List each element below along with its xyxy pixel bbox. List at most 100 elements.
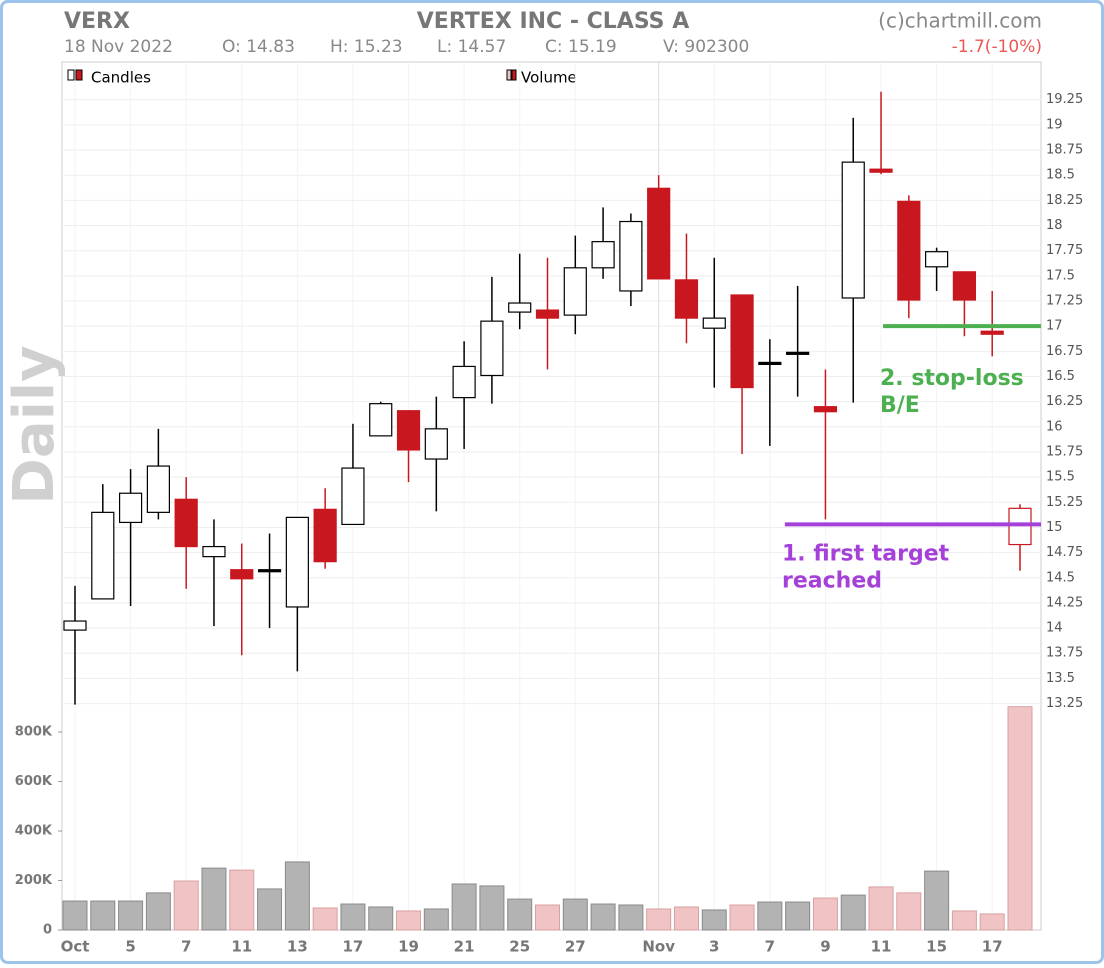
volume-bar — [673, 906, 699, 931]
candle-body — [341, 467, 365, 526]
volume-bar — [507, 898, 533, 931]
candle-body — [369, 403, 393, 437]
y-tick-label: 14.75 — [1046, 545, 1083, 560]
volume-bar — [145, 892, 171, 931]
x-tick-label: 17 — [982, 938, 1003, 956]
candle-body — [647, 187, 671, 280]
volume-bar — [479, 885, 505, 931]
volume-bar — [840, 894, 866, 931]
grid — [62, 62, 1041, 930]
x-tick-label: 17 — [343, 938, 364, 956]
x-tick-label: 13 — [287, 938, 308, 956]
ohlcv: C: 15.19 — [545, 37, 617, 57]
x-tick-label: 5 — [125, 938, 135, 956]
volume-bar — [729, 904, 755, 931]
x-tick-label: 27 — [565, 938, 586, 956]
ticker: VERX — [64, 9, 130, 34]
candle-body — [285, 516, 309, 608]
volume-bar — [368, 906, 394, 931]
volume-bar — [868, 886, 894, 931]
candle-body — [674, 279, 699, 319]
volume-bar — [396, 910, 422, 931]
x-tick-label: 7 — [181, 938, 191, 956]
y-tick-label: 13.25 — [1046, 696, 1083, 711]
x-tick-label: Nov — [642, 938, 675, 956]
y-tick-label: 15.25 — [1046, 495, 1083, 510]
legend-label: Candles — [91, 69, 151, 87]
x-tick-label: 25 — [509, 938, 530, 956]
candle-body — [980, 330, 1004, 335]
volume-bar — [118, 900, 144, 931]
annotation-text: 2. stop-loss — [880, 366, 1024, 391]
y-tick-label: 16 — [1046, 419, 1063, 434]
change: -1.7(-10%) — [952, 37, 1042, 57]
y-tick-label: 19 — [1046, 117, 1063, 132]
volume-bar — [562, 898, 588, 931]
candle-body — [925, 251, 949, 268]
y-tick-label: 18.25 — [1046, 193, 1083, 208]
volume-bar — [257, 888, 283, 931]
candle-body — [452, 365, 476, 399]
y-tick-label: 14.25 — [1046, 595, 1083, 610]
volume-bar — [535, 904, 560, 931]
candle-body — [174, 498, 198, 548]
candle-body — [758, 361, 782, 366]
y-tick-label: 16.75 — [1046, 344, 1083, 359]
volume-bar — [1007, 706, 1033, 931]
candle-body — [257, 569, 282, 573]
y2-tick-label: 0 — [43, 923, 52, 938]
y2-tick-label: 600K — [15, 774, 53, 789]
candle-body — [897, 200, 921, 301]
ohlcv: L: 14.57 — [437, 37, 506, 57]
y-tick-label: 17.25 — [1046, 294, 1083, 309]
y-tick-label: 17 — [1046, 319, 1063, 334]
volume-bar — [173, 880, 199, 931]
candle-body — [619, 220, 643, 292]
volume-bar — [951, 910, 977, 931]
y-tick-label: 17.5 — [1046, 268, 1075, 283]
volume-bar — [757, 901, 783, 931]
candle-body — [952, 271, 977, 301]
x-tick-label: 3 — [709, 938, 719, 956]
x-tick-label: 11 — [231, 938, 252, 956]
legend-icon — [506, 69, 512, 81]
candle-body — [230, 569, 254, 580]
chart-title: VERTEX INC - CLASS A — [417, 9, 689, 34]
annotation-text: 1. first target — [782, 541, 950, 566]
y-tick-label: 13.5 — [1046, 671, 1075, 686]
annotation-text: B/E — [880, 393, 920, 418]
volume-bar — [896, 892, 922, 931]
x-tick-label: Oct — [61, 938, 90, 956]
candle-body — [535, 309, 560, 319]
y-tick-label: 15.5 — [1046, 470, 1075, 485]
legend-icon — [511, 69, 517, 81]
candle-body — [91, 511, 115, 600]
volume-bar — [90, 900, 116, 931]
legend-label: Volume — [521, 69, 577, 87]
y-tick-label: 18 — [1046, 218, 1063, 233]
ohlcv: V: 902300 — [663, 37, 749, 57]
x-tick-label: 11 — [871, 938, 892, 956]
candle-body — [730, 294, 754, 389]
volume-bar — [812, 897, 838, 931]
y-tick-label: 15.75 — [1046, 444, 1083, 459]
candle-body — [869, 168, 893, 173]
volume-bar — [201, 867, 227, 931]
x-tick-label: 15 — [926, 938, 947, 956]
candle-body — [424, 428, 448, 460]
volume-bar — [62, 900, 88, 931]
y-tick-label: 18.5 — [1046, 168, 1075, 183]
candle-body — [118, 492, 143, 524]
volume-bar — [979, 913, 1005, 931]
candle-body — [63, 620, 87, 631]
volume-bar — [312, 907, 338, 931]
candle-body — [591, 241, 615, 269]
y2-tick-label: 200K — [15, 873, 53, 888]
candle-body — [813, 406, 838, 413]
candle-body — [146, 465, 170, 513]
candle-body — [396, 410, 421, 451]
date: 18 Nov 2022 — [64, 37, 173, 57]
plot-area — [61, 61, 1042, 931]
watermark: Daily — [2, 345, 67, 504]
candle-body — [841, 161, 865, 299]
